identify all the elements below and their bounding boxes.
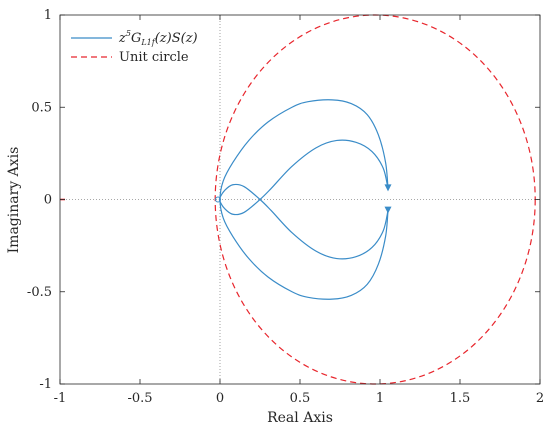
x-tick-label: -0.5 xyxy=(127,391,152,406)
direction-arrow-0 xyxy=(384,184,392,192)
y-tick-label: 0 xyxy=(44,193,52,208)
x-tick-label: 2 xyxy=(536,391,544,406)
x-tick-label: 0.5 xyxy=(290,391,311,406)
y-tick-label: 0.5 xyxy=(31,100,52,115)
y-axis-label: Imaginary Axis xyxy=(6,147,22,254)
y-tick-label: -1 xyxy=(39,377,52,392)
origin-marker xyxy=(215,196,221,203)
direction-arrow-1 xyxy=(384,206,392,214)
x-tick-label: 1 xyxy=(376,391,384,406)
y-tick-label: -0.5 xyxy=(27,285,52,300)
nyquist-curve-1 xyxy=(218,139,389,260)
zero-lines xyxy=(60,15,540,384)
x-axis-label: Real Axis xyxy=(267,410,333,426)
x-tick-label: 0 xyxy=(216,391,224,406)
legend-label-nyquist: z5GL1f(z)S(z) xyxy=(118,29,198,47)
x-tick-label: -1 xyxy=(54,391,67,406)
y-tick-label: 1 xyxy=(44,8,52,23)
ticks-layer: -1 -0.5 0 0.5 1 1.5 2 -1 -0.5 0 0.5 1 xyxy=(27,8,544,406)
legend-label-unit-circle: Unit circle xyxy=(119,50,189,65)
x-tick-label: 1.5 xyxy=(450,391,471,406)
legend: z5GL1f(z)S(z) Unit circle xyxy=(71,29,198,65)
